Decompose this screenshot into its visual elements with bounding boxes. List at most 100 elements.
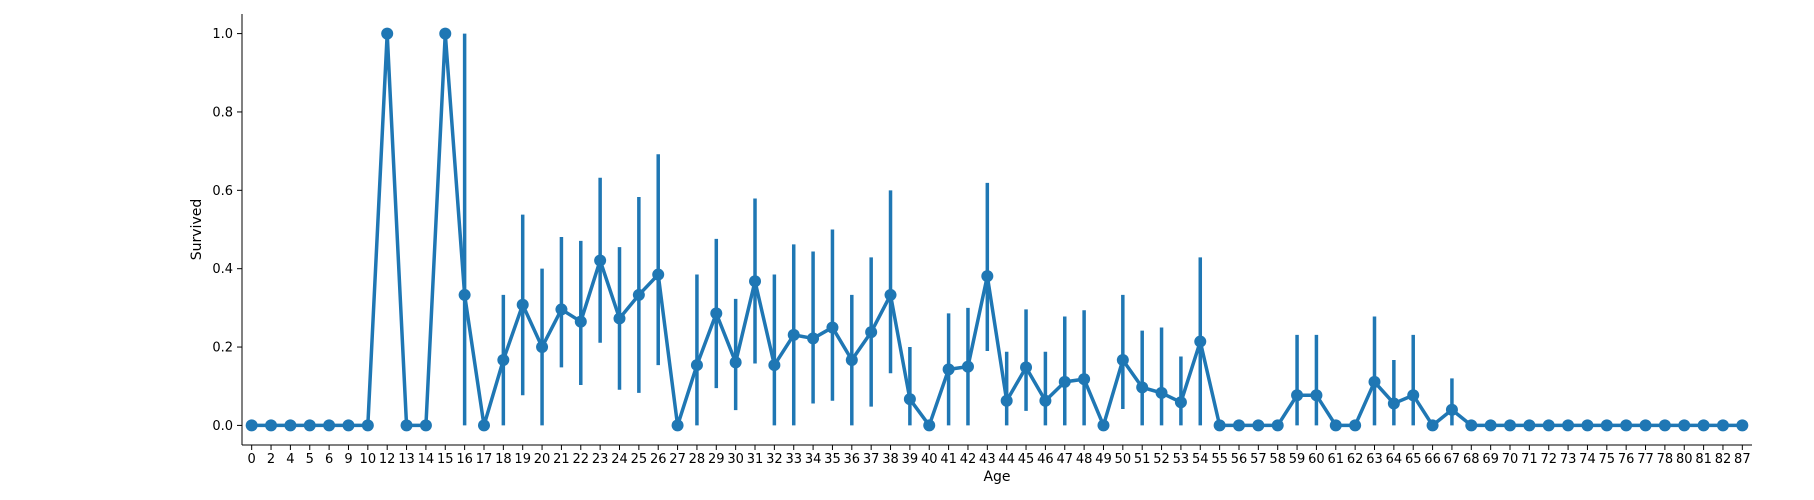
x-tick-label: 33 — [785, 452, 802, 467]
data-point — [1291, 389, 1304, 402]
x-tick-label: 72 — [1540, 452, 1557, 467]
x-tick-label: 49 — [1095, 452, 1112, 467]
data-point — [749, 275, 762, 288]
x-tick-label: 47 — [1056, 452, 1073, 467]
data-point — [1194, 335, 1207, 348]
y-tick-label: 0.0 — [212, 419, 233, 434]
data-point — [1349, 419, 1362, 432]
y-tick-label: 0.2 — [212, 341, 233, 356]
data-point — [1329, 419, 1342, 432]
x-axis-label: Age — [983, 469, 1010, 485]
y-tick-label: 0.8 — [212, 105, 233, 120]
data-point — [652, 268, 665, 281]
x-tick-label: 63 — [1366, 452, 1383, 467]
data-point — [1271, 419, 1284, 432]
data-point — [1639, 419, 1652, 432]
data-point — [1368, 375, 1381, 388]
y-tick-label: 0.6 — [212, 184, 233, 199]
x-tick-label: 78 — [1657, 452, 1674, 467]
data-point — [1310, 389, 1323, 402]
x-tick-label: 55 — [1211, 452, 1228, 467]
x-tick-label: 10 — [360, 452, 377, 467]
y-ticks: 0.0 0.2 0.4 0.6 0.8 1.0 — [212, 27, 242, 434]
x-tick-label: 70 — [1502, 452, 1519, 467]
x-tick-label: 66 — [1424, 452, 1441, 467]
x-tick-label: 2 — [267, 452, 275, 467]
x-tick-label: 71 — [1521, 452, 1538, 467]
y-axis-label: Survived — [189, 199, 205, 260]
data-point — [400, 419, 413, 432]
data-point — [1058, 375, 1071, 388]
data-point — [265, 419, 278, 432]
x-tick-label: 65 — [1405, 452, 1422, 467]
data-point — [303, 419, 316, 432]
data-point — [323, 419, 336, 432]
x-tick-label: 28 — [689, 452, 706, 467]
data-point — [1426, 419, 1439, 432]
data-point — [1736, 419, 1749, 432]
data-point — [845, 353, 858, 366]
data-point — [1020, 361, 1033, 374]
data-point — [768, 359, 781, 372]
x-tick-label: 59 — [1289, 452, 1306, 467]
x-tick-label: 17 — [476, 452, 493, 467]
data-point — [1716, 419, 1729, 432]
x-tick-label: 51 — [1134, 452, 1151, 467]
data-point — [284, 419, 297, 432]
x-tick-label: 15 — [437, 452, 454, 467]
data-point — [613, 312, 626, 325]
data-point — [1213, 419, 1226, 432]
data-point — [439, 27, 452, 40]
x-tick-label: 36 — [844, 452, 861, 467]
data-point — [1445, 403, 1458, 416]
x-tick-label: 22 — [573, 452, 590, 467]
data-point — [342, 419, 355, 432]
x-tick-label: 35 — [824, 452, 841, 467]
x-tick-label: 64 — [1386, 452, 1403, 467]
x-tick-label: 27 — [669, 452, 686, 467]
x-tick-label: 74 — [1579, 452, 1596, 467]
x-tick-label: 48 — [1076, 452, 1093, 467]
data-point — [981, 270, 994, 283]
data-point — [1484, 419, 1497, 432]
x-tick-label: 77 — [1637, 452, 1654, 467]
data-point — [1465, 419, 1478, 432]
x-tick-label: 61 — [1328, 452, 1345, 467]
x-tick-label: 31 — [747, 452, 764, 467]
x-tick-label: 20 — [534, 452, 551, 467]
x-tick-label: 57 — [1250, 452, 1267, 467]
data-point — [574, 315, 587, 328]
data-point — [1658, 419, 1671, 432]
x-tick-label: 24 — [611, 452, 628, 467]
y-tick-label: 1.0 — [212, 27, 233, 42]
x-tick-label: 42 — [960, 452, 977, 467]
x-tick-label: 13 — [398, 452, 415, 467]
data-point — [1697, 419, 1710, 432]
data-point — [361, 419, 374, 432]
data-point — [1600, 419, 1613, 432]
data-point — [1678, 419, 1691, 432]
data-point — [1562, 419, 1575, 432]
data-point — [961, 360, 974, 373]
data-point — [632, 288, 645, 301]
data-point — [1097, 419, 1110, 432]
x-tick-label: 67 — [1444, 452, 1461, 467]
data-point — [477, 419, 490, 432]
data-point — [1523, 419, 1536, 432]
data-point — [903, 393, 916, 406]
data-point — [419, 419, 432, 432]
data-point — [1000, 394, 1013, 407]
data-point — [1620, 419, 1633, 432]
data-point — [1542, 419, 1555, 432]
axes — [241, 14, 1752, 446]
x-tick-label: 38 — [882, 452, 899, 467]
x-ticks: 0 2 4 5 6 9 10 12 13 14 15 16 17 18 19 20 21 22 23 24 25 26 27… — [248, 445, 1751, 467]
data-point — [1232, 419, 1245, 432]
data-point — [381, 27, 394, 40]
data-point — [671, 419, 684, 432]
x-tick-label: 76 — [1618, 452, 1635, 467]
x-tick-label: 44 — [998, 452, 1015, 467]
x-tick-label: 32 — [766, 452, 783, 467]
data-point — [787, 328, 800, 341]
